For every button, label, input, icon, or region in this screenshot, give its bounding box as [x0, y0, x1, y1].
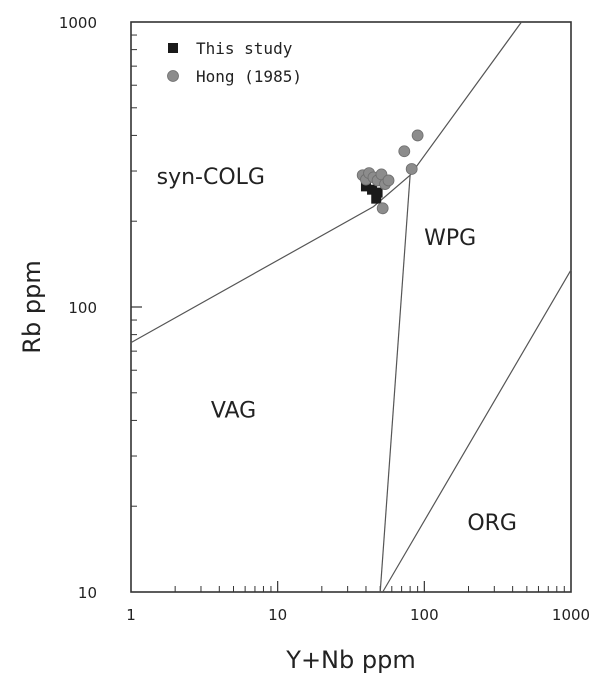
boundary-line: [379, 175, 411, 593]
data-point-circle: [376, 202, 389, 215]
field-label: syn-COLG: [157, 165, 265, 190]
y-tick-label: 100: [68, 299, 97, 317]
legend: This study Hong (1985): [167, 39, 302, 86]
plot-border: [130, 21, 572, 593]
data-point-square: [372, 187, 383, 198]
x-axis-title: Y+Nb ppm: [285, 646, 415, 674]
data-point-circle: [398, 145, 411, 158]
data-point-circle: [405, 163, 418, 175]
field-labels: syn-COLG WPG VAG ORG: [157, 165, 517, 536]
x-tick-label: 1: [126, 606, 136, 624]
legend-swatch-square: [168, 43, 178, 53]
plot-frame: [130, 21, 572, 593]
boundary-line: [382, 269, 572, 593]
data-point-square: [360, 181, 371, 192]
legend-label: This study: [196, 39, 293, 58]
data-point-circle: [411, 129, 424, 142]
y-axis-title: Rb ppm: [18, 260, 46, 353]
legend-label: Hong (1985): [196, 67, 302, 86]
data-point-square: [371, 193, 382, 204]
field-label: ORG: [467, 511, 517, 536]
data-points: [356, 129, 424, 215]
discrimination-boundaries: [130, 21, 572, 593]
x-tick-label: 100: [410, 606, 439, 624]
field-label: WPG: [424, 226, 476, 251]
field-label: VAG: [211, 398, 256, 423]
y-tick-label: 1000: [59, 14, 97, 32]
y-tick-label: 10: [78, 584, 97, 602]
boundary-line: [130, 21, 522, 344]
data-point-circle: [382, 174, 395, 187]
x-tick-label: 1000: [552, 606, 590, 624]
legend-swatch-circle: [167, 70, 179, 82]
x-tick-label: 10: [268, 606, 287, 624]
data-point-square: [367, 184, 378, 195]
